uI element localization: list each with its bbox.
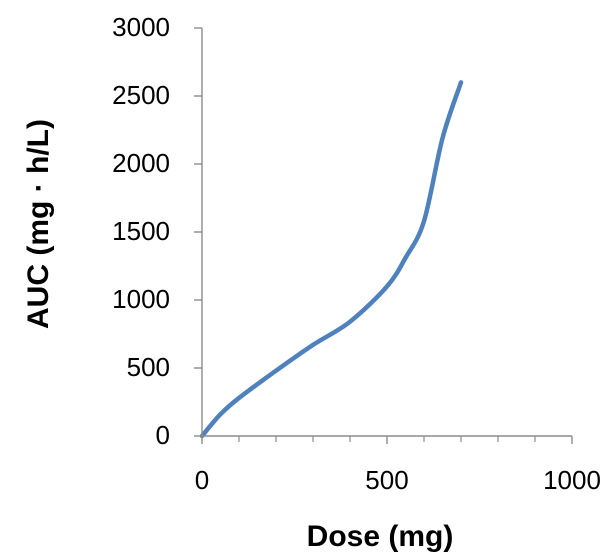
axes: 0 500 1000 1500 2000 2500 3000 0 500 1000 <box>112 12 601 495</box>
x-axis-title: Dose (mg) <box>307 520 454 553</box>
y-tick-label: 2000 <box>112 148 170 178</box>
plot-area <box>199 80 464 439</box>
y-tick-label: 1000 <box>112 284 170 314</box>
y-axis-title: AUC (mg · h/L) <box>22 119 55 329</box>
x-tick-label: 0 <box>195 465 209 495</box>
axis-labels: Dose (mg) AUC (mg · h/L) <box>22 119 453 553</box>
y-tick-label: 0 <box>156 420 170 450</box>
y-tick-label: 2500 <box>112 80 170 110</box>
y-tick-label: 3000 <box>112 12 170 42</box>
x-tick-label: 500 <box>365 465 408 495</box>
x-tick-label: 1000 <box>543 465 601 495</box>
y-tick-label: 1500 <box>112 216 170 246</box>
series-line-1 <box>199 80 464 439</box>
y-tick-label: 500 <box>127 352 170 382</box>
